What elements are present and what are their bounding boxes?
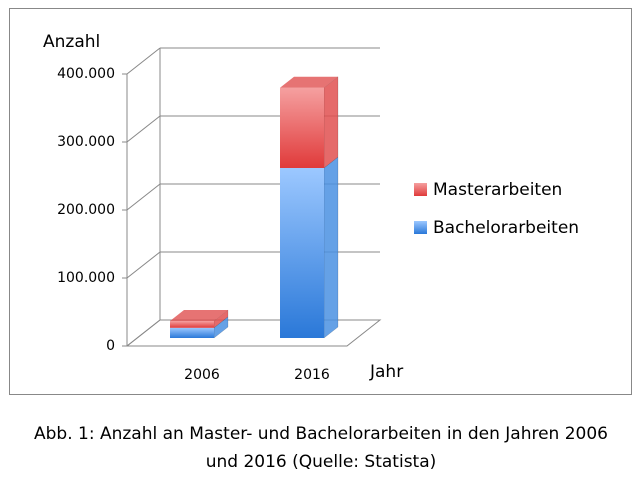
chart: Anzahl Jahr 0 100.000 200.000 300.000 400.00… [9, 8, 632, 395]
y-tick-label: 200.000 [57, 202, 115, 218]
x-tick-label: 2016 [294, 367, 330, 383]
caption: und 2016 (Quelle: Statista) [205, 452, 437, 472]
bar [170, 327, 214, 338]
y-tick-label: 0 [106, 338, 115, 354]
legend-label: Bachelorarbeiten [433, 218, 579, 238]
bar-top [170, 310, 228, 321]
legend-swatch [414, 221, 427, 234]
grid-line [126, 115, 161, 143]
x-tick-label: 2006 [184, 367, 220, 383]
grid-line [126, 47, 161, 75]
legend-label: Masterarbeiten [433, 180, 562, 200]
grid-line [126, 183, 161, 211]
y-tick-label: 400.000 [57, 66, 115, 82]
y-tick-label: 300.000 [57, 134, 115, 150]
caption: Abb. 1: Anzahl an Master- und Bachelorar… [34, 424, 608, 444]
bar [280, 168, 324, 338]
bar [280, 87, 324, 168]
bar [170, 321, 214, 328]
bar-side [323, 76, 339, 169]
grid-line [126, 319, 161, 347]
y-tick-label: 100.000 [57, 270, 115, 286]
bar-side [323, 156, 339, 339]
y-axis-label: Anzahl [43, 32, 100, 52]
grid-line [126, 251, 161, 279]
legend-swatch [414, 183, 427, 196]
bar-top [280, 76, 338, 88]
x-axis-label: Jahr [369, 362, 403, 382]
